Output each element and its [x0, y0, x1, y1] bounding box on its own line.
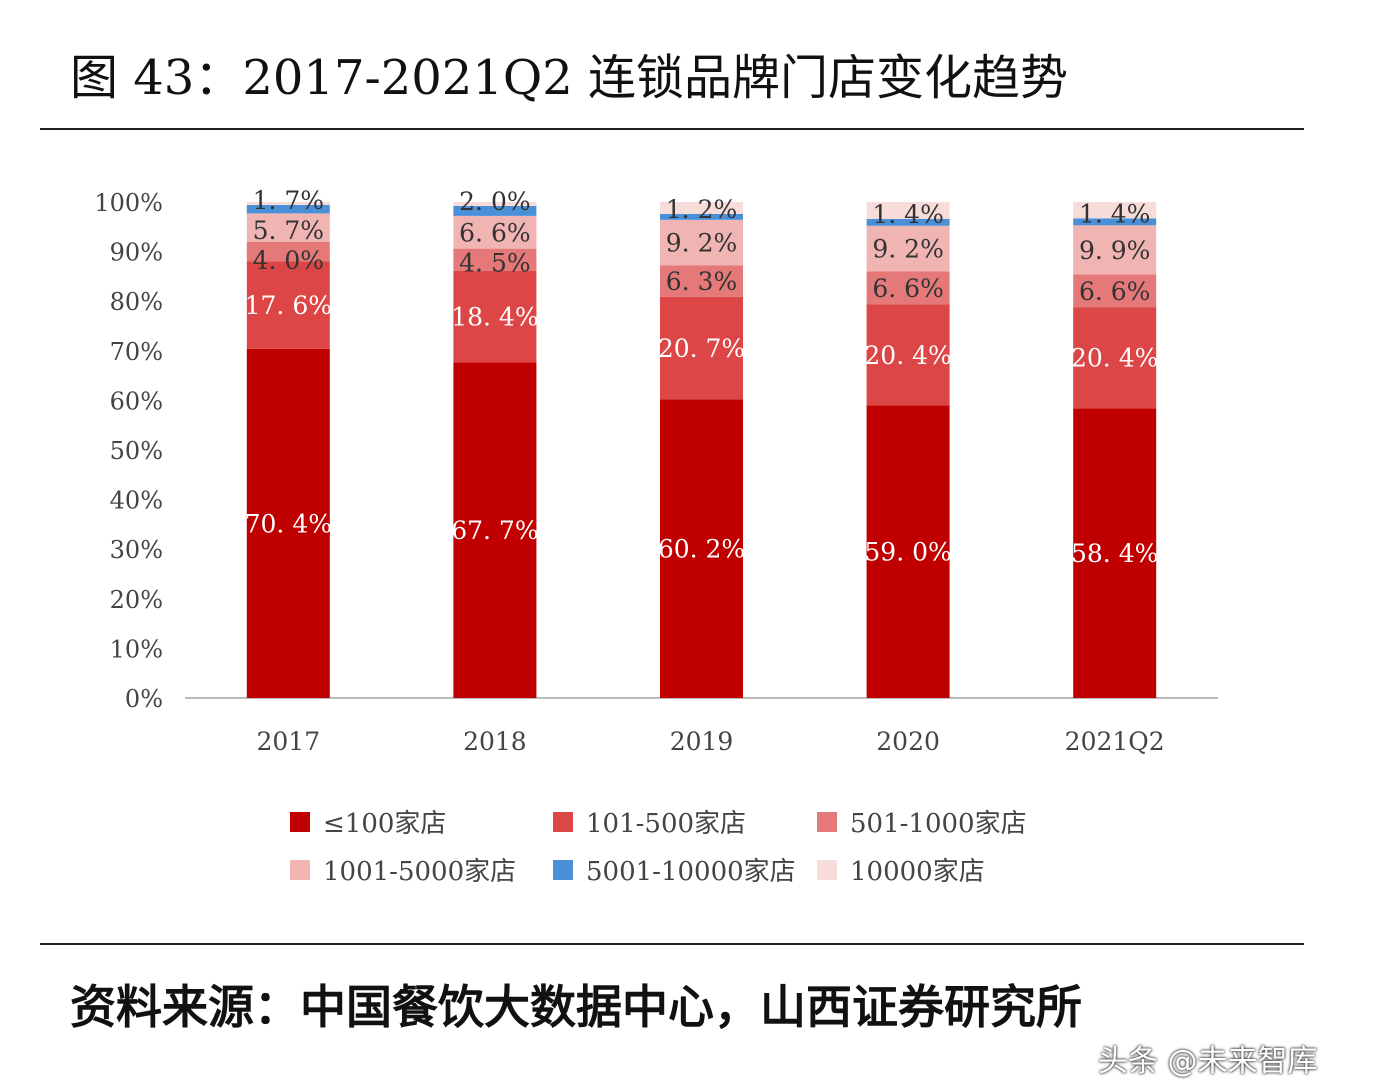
- y-tick-label: 20%: [110, 586, 163, 614]
- data-label: 6. 6%: [872, 274, 943, 303]
- legend-swatch: [290, 812, 310, 832]
- x-tick-label: 2021Q2: [1065, 727, 1165, 756]
- bar-segment: [660, 213, 743, 220]
- x-tick-label: 2018: [463, 727, 527, 756]
- data-label: 20. 4%: [1071, 344, 1158, 373]
- y-tick-label: 60%: [110, 387, 163, 415]
- data-label: 20. 4%: [864, 341, 951, 370]
- bar-segment: [1073, 307, 1157, 409]
- legend-swatch: [553, 860, 573, 880]
- data-label: 4. 5%: [459, 248, 530, 277]
- bar-segment: [1073, 202, 1157, 219]
- bar-segment: [1073, 408, 1157, 698]
- bar-segment: [660, 265, 743, 297]
- bar-segment: [246, 241, 330, 262]
- legend-label: 1001-5000家店: [323, 857, 516, 887]
- data-label: 9. 9%: [1079, 236, 1150, 265]
- legend-label: 501-1000家店: [850, 809, 1027, 839]
- bar-segment: [246, 348, 330, 698]
- bar-segment: [660, 219, 743, 266]
- x-tick-label: 2017: [256, 727, 320, 756]
- bar-segment: [246, 261, 330, 349]
- bar-segment: [453, 248, 537, 271]
- y-tick-label: 0%: [125, 685, 163, 713]
- y-tick-label: 90%: [110, 239, 163, 267]
- bar-segment: [866, 225, 950, 272]
- data-label: 60. 2%: [658, 535, 745, 564]
- data-label: 6. 6%: [459, 218, 530, 247]
- data-label: 2. 0%: [459, 187, 530, 216]
- data-label: 6. 6%: [1079, 277, 1150, 306]
- data-label: 70. 4%: [245, 509, 332, 538]
- legend-swatch: [817, 860, 837, 880]
- legend-label: ≤100家店: [323, 809, 446, 839]
- data-label: 5. 7%: [253, 216, 324, 245]
- y-tick-label: 70%: [110, 338, 163, 366]
- data-label: 1. 4%: [1079, 199, 1150, 228]
- data-label: 17. 6%: [245, 291, 332, 320]
- bar-segment: [660, 296, 743, 400]
- bar-segment: [1073, 225, 1157, 275]
- data-label: 1. 4%: [872, 200, 943, 229]
- bar-segment: [866, 304, 950, 406]
- legend-swatch: [553, 812, 573, 832]
- bar-segment: [453, 202, 537, 206]
- bar-segment: [453, 362, 537, 698]
- bottom-divider: [40, 943, 1304, 945]
- legend-swatch: [817, 812, 837, 832]
- data-label: 1. 7%: [253, 186, 324, 215]
- y-tick-label: 50%: [110, 437, 163, 465]
- legend-swatch: [290, 860, 310, 880]
- legend-label: 5001-10000家店: [586, 857, 796, 887]
- bar-segment: [660, 202, 743, 214]
- legend-label: 10000家店: [850, 857, 985, 887]
- y-tick-label: 100%: [94, 189, 163, 217]
- data-label: 9. 2%: [666, 229, 737, 258]
- bar-segment: [866, 202, 950, 219]
- data-label: 4. 0%: [253, 246, 324, 275]
- data-label: 20. 7%: [658, 334, 745, 363]
- y-tick-label: 10%: [110, 635, 163, 663]
- legend-label: 101-500家店: [586, 809, 746, 839]
- bar-segment: [246, 202, 330, 205]
- bar-segment: [660, 399, 743, 698]
- figure-title: 图 43：2017-2021Q2 连锁品牌门店变化趋势: [70, 50, 1069, 106]
- bar-segment: [866, 271, 950, 305]
- bar-segment: [453, 205, 537, 216]
- x-tick-label: 2019: [670, 727, 734, 756]
- data-label: 18. 4%: [451, 303, 538, 332]
- bar-segment: [866, 218, 950, 226]
- bar-segment: [246, 204, 330, 214]
- bar-segment: [866, 405, 950, 698]
- watermark: 头条 @未来智库: [1098, 1044, 1318, 1079]
- bar-segment: [1073, 218, 1157, 226]
- data-label: 59. 0%: [864, 538, 951, 567]
- data-label: 9. 2%: [872, 235, 943, 264]
- y-tick-label: 40%: [110, 487, 163, 515]
- data-label: 58. 4%: [1071, 539, 1158, 568]
- data-label: 1. 2%: [666, 195, 737, 224]
- data-label: 67. 7%: [451, 516, 538, 545]
- source-note: 资料来源：中国餐饮大数据中心，山西证券研究所: [70, 980, 1082, 1034]
- x-tick-label: 2020: [876, 727, 940, 756]
- y-tick-label: 30%: [110, 536, 163, 564]
- top-divider: [40, 128, 1304, 130]
- bar-segment: [453, 270, 537, 363]
- y-tick-label: 80%: [110, 288, 163, 316]
- bar-segment: [1073, 274, 1157, 308]
- data-label: 6. 3%: [666, 267, 737, 296]
- bar-segment: [453, 215, 537, 249]
- bar-segment: [246, 213, 330, 242]
